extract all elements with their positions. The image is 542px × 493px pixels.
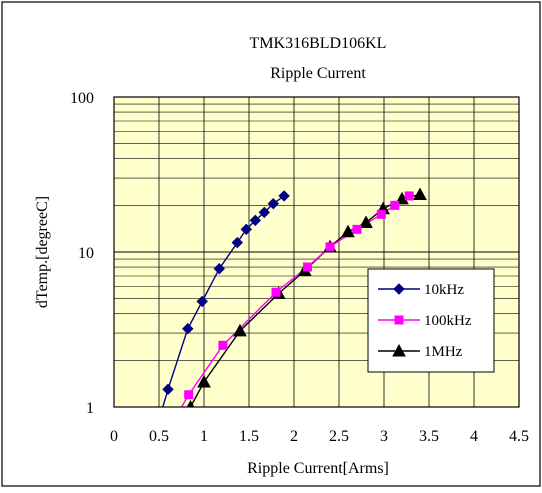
data-point-10kHz bbox=[240, 223, 253, 236]
data-point-1MHz bbox=[233, 323, 247, 337]
plot-border bbox=[113, 96, 520, 408]
x-tick-label: 2.5 bbox=[329, 428, 349, 445]
data-point-10kHz bbox=[162, 383, 174, 396]
series-markers bbox=[162, 187, 427, 407]
legend-marker-1MHz bbox=[392, 343, 406, 357]
data-point-10kHz bbox=[213, 263, 226, 275]
x-tick-label: 0 bbox=[110, 428, 118, 445]
legend-marker-10kHz bbox=[393, 283, 405, 295]
data-point-10kHz bbox=[267, 197, 280, 210]
data-point-100kHz bbox=[184, 390, 194, 400]
data-point-100kHz bbox=[376, 209, 386, 219]
x-tick-label: 1 bbox=[200, 428, 208, 445]
series-line-100kHz bbox=[180, 195, 410, 407]
data-point-1MHz bbox=[359, 215, 373, 228]
data-point-100kHz bbox=[218, 340, 228, 350]
y-tick-label: 1 bbox=[86, 400, 94, 417]
y-axis-label: dTemp.[degreeC] bbox=[34, 196, 51, 308]
x-tick-label: 4 bbox=[470, 428, 478, 445]
x-axis-label: Ripple Current[Arms] bbox=[247, 460, 389, 477]
chart-subtitle: Ripple Current bbox=[270, 65, 366, 82]
legend-marker-100kHz bbox=[394, 315, 404, 325]
legend-label: 10kHz bbox=[424, 282, 464, 298]
x-axis-ticks: 0 0.5 1 1.5 2 2.5 3 3.5 4 4.5 bbox=[110, 428, 529, 445]
y-tick-label: 10 bbox=[78, 245, 94, 262]
data-point-10kHz bbox=[182, 322, 194, 335]
y-axis-ticks: 1 10 100 bbox=[70, 90, 94, 417]
data-point-1MHz bbox=[341, 224, 355, 238]
y-tick-label: 100 bbox=[70, 90, 94, 107]
data-point-100kHz bbox=[271, 287, 281, 297]
data-point-10kHz bbox=[231, 236, 244, 249]
data-point-10kHz bbox=[196, 295, 208, 308]
data-point-10kHz bbox=[249, 214, 262, 227]
chart-title: TMK316BLD106KL bbox=[250, 35, 387, 52]
data-point-10kHz bbox=[278, 190, 290, 202]
legend-label: 1MHz bbox=[424, 344, 463, 360]
x-tick-label: 1.5 bbox=[239, 428, 259, 445]
data-point-1MHz bbox=[197, 374, 211, 388]
data-point-100kHz bbox=[352, 224, 362, 234]
data-point-100kHz bbox=[325, 242, 335, 252]
x-tick-label: 3 bbox=[380, 428, 388, 445]
data-point-10kHz bbox=[258, 206, 271, 219]
legend: 10kHz 100kHz 1MHz bbox=[367, 268, 495, 373]
data-point-100kHz bbox=[404, 191, 414, 201]
data-point-100kHz bbox=[303, 262, 312, 272]
data-point-1MHz bbox=[413, 187, 427, 200]
legend-label: 100kHz bbox=[424, 313, 472, 329]
x-tick-label: 3.5 bbox=[419, 428, 439, 445]
data-point-100kHz bbox=[390, 200, 400, 210]
x-tick-label: 0.5 bbox=[149, 428, 169, 445]
x-tick-label: 4.5 bbox=[509, 428, 529, 445]
x-tick-label: 2 bbox=[290, 428, 298, 445]
